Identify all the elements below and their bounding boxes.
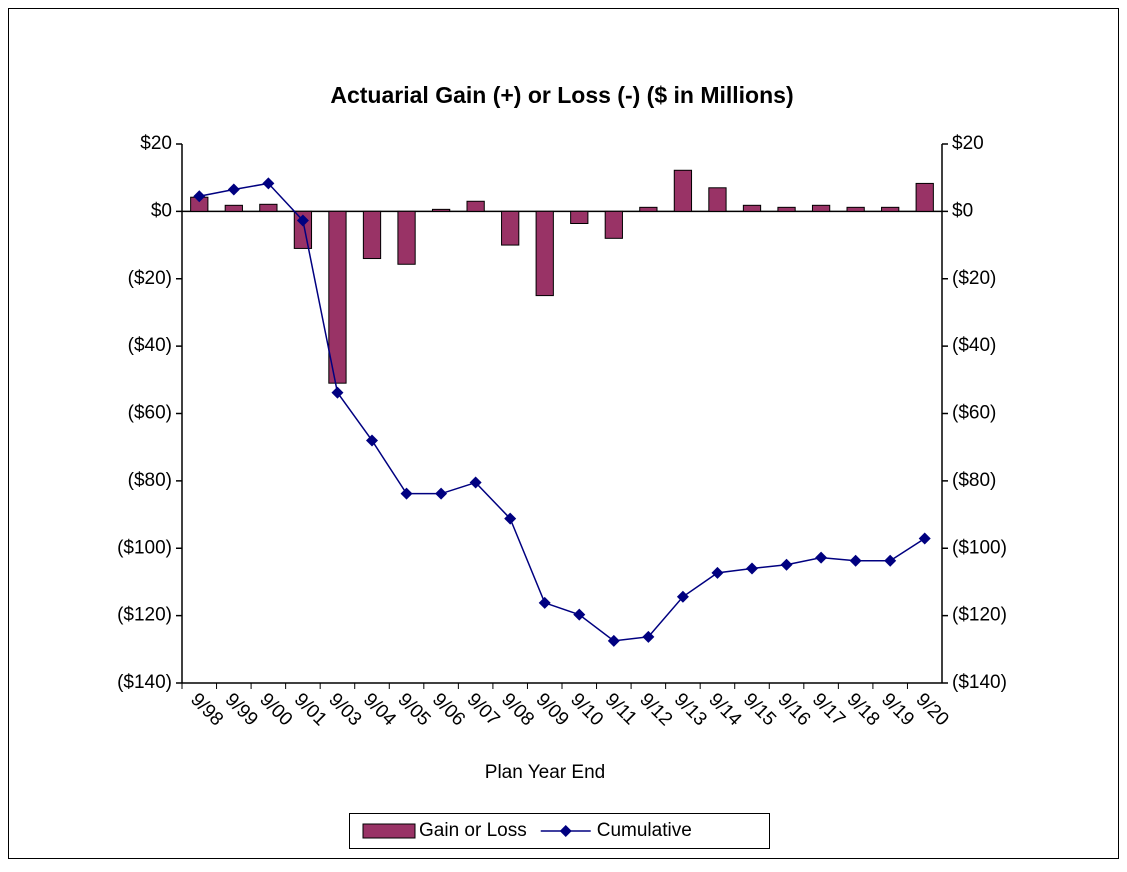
marker [366,434,378,447]
marker [815,551,828,564]
bar [708,187,727,212]
marker [469,476,482,489]
marker [746,562,758,575]
marker [262,177,275,190]
bar [570,210,589,225]
y2-tick-label: ($80) [952,470,996,491]
bar [846,206,865,212]
bar [604,210,623,239]
marker [884,554,897,567]
legend-marker [559,825,572,837]
legend-swatch [362,823,416,839]
marker [918,532,931,545]
marker [227,183,240,196]
marker [676,590,689,603]
marker [400,487,413,500]
marker [193,190,206,203]
marker [607,634,620,647]
legend-label: Cumulative [597,820,692,841]
bar [915,182,934,212]
y2-tick-label: ($140) [952,672,1007,693]
marker [504,512,517,525]
bar [639,206,658,212]
bar [535,210,554,297]
bar [466,200,485,212]
y-tick-label: ($20) [128,268,172,289]
marker [849,554,862,567]
marker [780,558,793,571]
marker [296,214,309,227]
x-axis-title: Plan Year End [485,762,605,783]
legend-label: Gain or Loss [419,820,527,841]
bar [224,204,243,212]
chart-title: Actuarial Gain (+) or Loss (-) ($ in Mil… [330,82,793,108]
chart-frame [8,8,1119,859]
marker [331,386,344,399]
bar [673,169,693,212]
bar [397,210,416,265]
y2-tick-label: ($120) [952,605,1007,626]
y-tick-label: ($120) [117,605,172,626]
bar [811,204,831,212]
bar [431,208,451,212]
y2-tick-label: ($40) [952,335,996,356]
y-tick-label: ($40) [128,335,172,356]
line [199,182,926,642]
y-tick-label: ($140) [117,672,172,693]
bar [259,203,278,212]
bar [501,210,520,246]
y2-tick-label: $20 [952,133,984,154]
marker [573,608,586,621]
y2-tick-label: $0 [952,200,973,221]
y-tick-label: ($60) [128,403,172,424]
y2-tick-label: ($20) [952,268,996,289]
y-tick-label: $0 [151,200,172,221]
bar [742,204,762,212]
y-tick-label: $20 [140,133,172,154]
y2-tick-label: ($100) [952,537,1007,558]
bar [362,210,382,260]
bar [881,206,900,212]
marker [711,566,724,579]
marker [435,487,448,500]
marker [538,596,551,609]
y-tick-label: ($80) [128,470,172,491]
marker [642,630,655,643]
y-tick-label: ($100) [117,537,172,558]
bar [328,210,347,384]
bar [777,206,796,212]
y2-tick-label: ($60) [952,403,996,424]
